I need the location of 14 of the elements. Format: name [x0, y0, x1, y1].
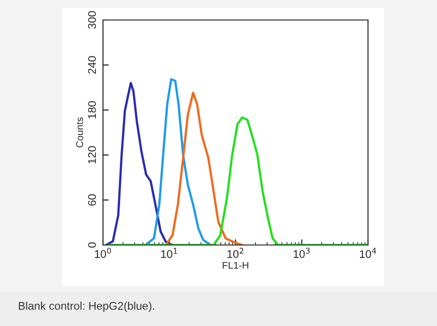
x-tick-label: 10$^{0}$	[94, 248, 112, 258]
x-tick-label: 10$^{3}$	[294, 248, 310, 258]
x-tick-label: 10$^{2}$	[227, 248, 244, 258]
y-axis-title: Counts	[76, 117, 84, 148]
x-tick-label: 10$^{1}$	[161, 248, 178, 258]
y-tick-label: 0	[88, 242, 96, 248]
x-tick-label: 10$^{4}$	[360, 248, 376, 258]
y-tick-label: 60	[88, 194, 96, 206]
y-tick-label: 300	[88, 11, 96, 29]
text: Blank control: HepG2(blue).	[18, 302, 154, 312]
y-tick-label: 180	[88, 101, 96, 118]
y-tick-label: 120	[88, 146, 96, 164]
x-axis-title: FL1-H	[222, 262, 248, 269]
y-tick-label: 240	[88, 56, 96, 74]
